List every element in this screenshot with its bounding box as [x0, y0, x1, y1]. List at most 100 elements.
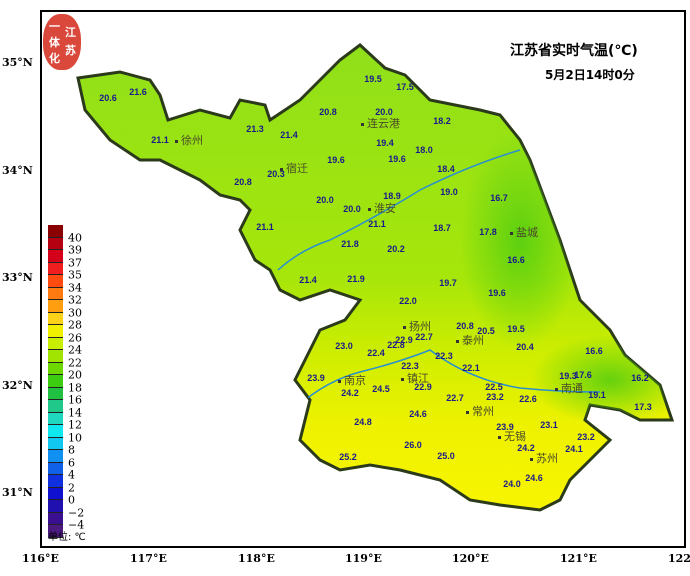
station-temperature: 23.1: [540, 420, 558, 430]
legend-label: 28: [68, 318, 82, 332]
station-temperature: 17.8: [479, 227, 497, 237]
station-temperature: 22.3: [401, 361, 419, 371]
legend-label: −4: [68, 518, 85, 532]
station-temperature: 21.6: [129, 87, 147, 97]
station-temperature: 17.3: [634, 402, 652, 412]
legend-color-swatch: [48, 412, 63, 425]
legend-color-swatch: [48, 325, 63, 338]
lon-tick-label: 118°E: [238, 552, 275, 565]
city-label: 连云港: [361, 115, 400, 131]
station-temperature: 17.6: [574, 370, 592, 380]
station-temperature: 24.2: [517, 443, 535, 453]
station-temperature: 19.3: [559, 371, 577, 381]
legend-unit: 单位: ℃: [48, 532, 86, 543]
station-temperature: 18.2: [433, 116, 451, 126]
station-temperature: 19.7: [439, 278, 457, 288]
station-temperature: 19.6: [327, 155, 345, 165]
station-temperature: 20.5: [477, 326, 495, 336]
station-temperature: 19.4: [376, 138, 394, 148]
station-temperature: 18.4: [437, 164, 455, 174]
legend-label: 2: [68, 481, 75, 494]
legend-label: 34: [68, 281, 82, 294]
station-temperature: 20.8: [234, 177, 252, 187]
station-temperature: 21.1: [368, 219, 386, 229]
station-temperature: 16.2: [631, 373, 649, 383]
station-temperature: 24.2: [341, 388, 359, 398]
legend-label: 22: [68, 356, 82, 369]
station-temperature: 16.6: [507, 255, 525, 265]
station-temperature: 25.2: [339, 452, 357, 462]
station-temperature: 22.1: [462, 363, 480, 373]
city-label: 苏州: [530, 450, 558, 466]
station-temperature: 20.0: [316, 195, 334, 205]
legend-label: 18: [68, 381, 82, 394]
station-temperature: 22.8: [387, 340, 405, 350]
legend-label: 37: [68, 256, 82, 269]
legend-color-swatch: [48, 312, 63, 325]
legend-color-swatch: [48, 350, 63, 363]
legend-label: 32: [68, 293, 82, 307]
city-label: 镇江: [401, 370, 429, 386]
city-label: 南通: [555, 380, 583, 396]
station-temperature: 22.6: [519, 394, 537, 404]
legend-color-swatch: [48, 375, 63, 388]
legend-label: −2: [68, 506, 85, 519]
legend-color-swatch: [48, 425, 63, 438]
legend-color-swatch: [48, 450, 63, 463]
station-temperature: 19.5: [364, 74, 382, 84]
map-subtitle: 5月2日14时0分: [545, 68, 635, 82]
station-temperature: 21.8: [341, 239, 359, 249]
station-temperature: 23.2: [486, 392, 504, 402]
station-temperature: 23.9: [496, 422, 514, 432]
legend-color-swatch: [48, 437, 63, 450]
station-temperature: 26.0: [404, 440, 422, 450]
station-temperature: 19.6: [388, 154, 406, 164]
station-temperature: 20.4: [516, 342, 534, 352]
station-temperature: 21.4: [299, 275, 317, 285]
legend-label: 39: [68, 243, 82, 257]
lat-tick-label: 33°N: [2, 271, 33, 284]
station-temperature: 18.9: [383, 191, 401, 201]
legend-color-swatch: [48, 462, 63, 475]
station-temperature: 24.8: [354, 417, 372, 427]
station-temperature: 22.7: [415, 332, 433, 342]
station-temperature: 21.1: [256, 222, 274, 232]
lon-tick-label: 119°E: [345, 552, 382, 565]
city-label: 南京: [338, 372, 366, 388]
station-temperature: 24.6: [525, 473, 543, 483]
lon-tick-label: 122°E: [668, 552, 690, 565]
station-temperature: 20.8: [456, 321, 474, 331]
city-label: 淮安: [368, 200, 396, 216]
legend-color-swatch: [48, 300, 63, 313]
city-label: 徐州: [175, 132, 203, 148]
station-temperature: 24.5: [372, 384, 390, 394]
station-temperature: 22.7: [446, 393, 464, 403]
legend-label: 6: [68, 456, 75, 469]
legend-color-swatch: [48, 512, 63, 525]
station-temperature: 23.2: [577, 432, 595, 442]
station-temperature: 18.0: [415, 145, 433, 155]
station-temperature: 16.6: [585, 346, 603, 356]
city-label: 常州: [466, 403, 494, 419]
legend-label: 24: [68, 343, 82, 357]
lon-tick-label: 120°E: [452, 552, 489, 565]
lon-tick-label: 116°E: [22, 552, 59, 565]
legend-color-swatch: [48, 237, 63, 250]
legend-color-swatch: [48, 250, 63, 263]
station-temperature: 20.2: [387, 244, 405, 254]
logo-seal: 江苏 一体化: [43, 14, 81, 70]
legend-color-swatch: [48, 262, 63, 275]
city-label: 宿迁: [280, 160, 308, 176]
station-temperature: 21.4: [280, 130, 298, 140]
lon-tick-label: 121°E: [560, 552, 597, 565]
legend-color-swatch: [48, 487, 63, 500]
legend-color-swatch: [48, 500, 63, 513]
legend-color-swatch: [48, 225, 63, 238]
station-temperature: 23.0: [335, 341, 353, 351]
city-label: 扬州: [403, 318, 431, 334]
station-temperature: 23.9: [307, 373, 325, 383]
legend-label: 35: [68, 268, 82, 282]
legend-label: 26: [68, 331, 82, 344]
map-title: 江苏省实时气温(℃): [510, 43, 638, 59]
